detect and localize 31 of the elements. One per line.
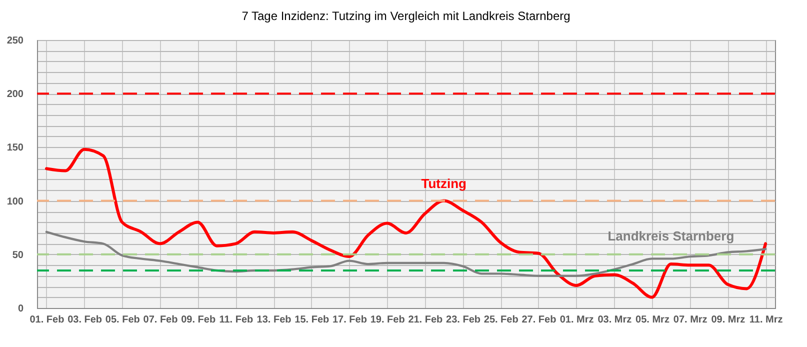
x-tick-label: 01. Mrz xyxy=(560,314,594,326)
x-tick-label: 03. Feb xyxy=(68,314,102,326)
x-tick-label: 13. Feb xyxy=(256,314,292,326)
line-series xyxy=(45,230,767,277)
x-tick-label: 07. Mrz xyxy=(673,314,708,326)
x-tick-label: 11. Feb xyxy=(219,314,254,326)
x-tick-label: 01. Feb xyxy=(30,314,64,326)
x-tick-label: 09. Mrz xyxy=(711,314,746,326)
x-tick-label: 09. Feb xyxy=(181,314,216,326)
y-tick-label: 150 xyxy=(6,142,24,154)
y-tick-label: 100 xyxy=(6,196,24,208)
y-tick-label: 200 xyxy=(6,89,24,100)
y-tick-label: 50 xyxy=(12,250,24,261)
x-tick-label: 21. Feb xyxy=(408,314,443,326)
x-tick-label: 19. Feb xyxy=(370,314,405,326)
y-tick-label: 0 xyxy=(18,304,24,314)
x-tick-label: 27. Feb xyxy=(522,314,556,326)
x-tick-label: 11. Mrz xyxy=(749,314,783,326)
series-label: Tutzing xyxy=(421,176,467,191)
x-tick-label: 17. Feb xyxy=(332,314,367,326)
x-tick-label: 05. Feb xyxy=(105,314,140,326)
x-tick-label: 07. Feb xyxy=(143,314,178,326)
chart-title: 7 Tage Inzidenz: Tutzing im Vergleich mit Landkreis Starnberg xyxy=(242,9,570,23)
x-tick-label: 25. Feb xyxy=(484,314,518,326)
y-tick-label: 250 xyxy=(6,36,24,46)
line-series xyxy=(44,148,768,299)
series-label: Landkreis Starnberg xyxy=(608,228,734,244)
x-tick-label: 15. Feb xyxy=(294,314,330,326)
x-tick-label: 23. Feb xyxy=(446,314,481,326)
x-tick-label: 05. Mrz xyxy=(636,314,670,326)
x-tick-label: 03. Mrz xyxy=(598,314,632,326)
